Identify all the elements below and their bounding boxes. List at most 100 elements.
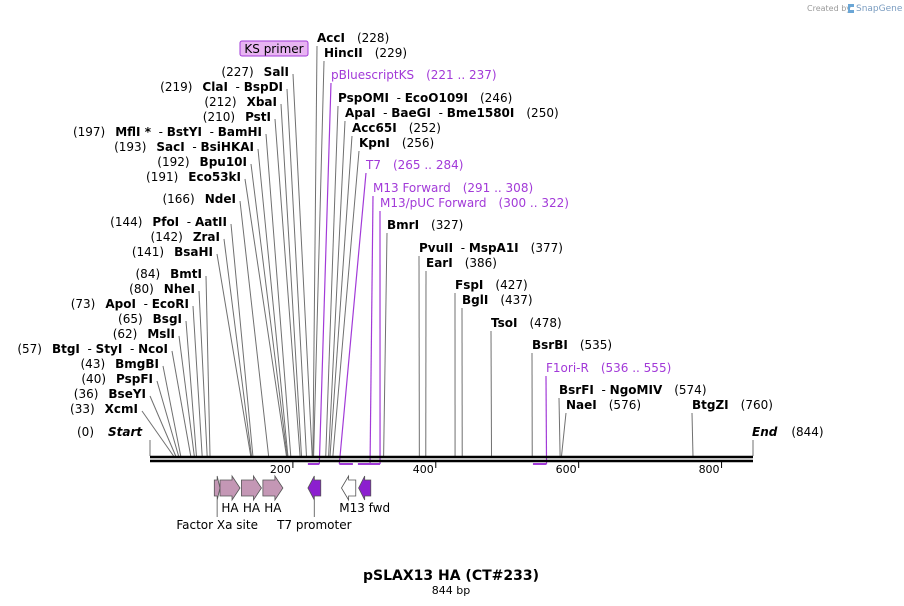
site-position: (228) [357, 31, 389, 45]
primer-label-m13-forward[interactable]: M13 Forward (291 .. 308) [373, 181, 533, 195]
site-label-sali[interactable]: (227) SalI [221, 65, 289, 79]
feature-feature-5[interactable] [341, 474, 357, 502]
site-label-bmgbi[interactable]: (43) BmgBI [81, 357, 160, 371]
label-line-t7 [338, 172, 367, 465]
label-line-apoi [192, 305, 203, 457]
site-label-pfoi[interactable]: (144) PfoI - AatII [110, 215, 227, 229]
ks-primer-box[interactable] [239, 40, 309, 57]
label-line-bsrfi [558, 397, 561, 457]
enzyme-name-apoi: ApoI [105, 297, 136, 311]
site-label-msli[interactable]: (62) MslI [113, 327, 175, 341]
primer-label-m13-puc-forward[interactable]: M13/pUC Forward (300 .. 322) [380, 196, 569, 210]
site-label-bsahi[interactable]: (141) BsaHI [132, 245, 213, 259]
site-separator: - [375, 106, 391, 120]
site-label-bsrbi[interactable]: BsrBI (535) [532, 338, 612, 352]
site-position: (73) [71, 297, 96, 311]
enzyme-name-clai: ClaI [202, 80, 227, 94]
feature-t7-promoter[interactable] [307, 475, 322, 501]
site-label-clai[interactable]: (219) ClaI - BspDI [160, 80, 283, 94]
map-title: pSLAX13 HA (CT#233) [363, 568, 539, 584]
enzyme-name-xbai: XbaI [247, 95, 277, 109]
site-position: (300 .. 322) [499, 196, 569, 210]
enzyme-name-eari: EarI [426, 256, 453, 270]
site-label-eco53ki[interactable]: (191) Eco53kI [146, 170, 241, 184]
primer-label-f1ori-r[interactable]: F1ori-R (536 .. 555) [546, 361, 671, 375]
site-label-bpu10i[interactable]: (192) Bpu10I [157, 155, 247, 169]
label-line-tsoi [490, 330, 493, 457]
primer-name: F1ori-R [546, 361, 589, 375]
feature-ha-2[interactable] [241, 474, 262, 502]
enzyme-name-bmgbi: BmgBI [115, 357, 159, 371]
site-position: (229) [375, 46, 407, 60]
site-position: (256) [402, 136, 434, 150]
site-label-bgli[interactable]: BglI (437) [462, 293, 533, 307]
feature-ha-3[interactable] [262, 474, 284, 502]
site-position: (40) [81, 372, 106, 386]
enzyme-name-msli: MslI [147, 327, 175, 341]
site-label-apoi[interactable]: (73) ApoI - EcoRI [71, 297, 189, 311]
site-label-zrai[interactable]: (142) ZraI [151, 230, 220, 244]
site-label-naei[interactable]: NaeI (576) [566, 398, 641, 412]
primer-label-pbluescriptks[interactable]: pBluescriptKS (221 .. 237) [331, 68, 497, 82]
site-label-bsgi[interactable]: (65) BsgI [118, 312, 182, 326]
site-label-acci[interactable]: AccI (228) [317, 31, 389, 45]
site-separator: - [122, 342, 138, 356]
enzyme-name-ncoi: NcoI [138, 342, 168, 356]
site-label-ndei[interactable]: (166) NdeI [162, 192, 236, 206]
site-label-saci[interactable]: (193) SacI - BsiHKAI [114, 140, 254, 154]
site-label-btgzi[interactable]: BtgZI (760) [692, 398, 773, 412]
site-position: (427) [495, 278, 527, 292]
site-position: (192) [157, 155, 189, 169]
site-position: (437) [500, 293, 532, 307]
ks-primer[interactable]: KS primer [239, 40, 309, 57]
site-label-kpni[interactable]: KpnI (256) [359, 136, 434, 150]
site-label-bseyi[interactable]: (36) BseYI [74, 387, 146, 401]
primer-label-t7[interactable]: T7 (265 .. 284) [365, 158, 463, 172]
site-separator: - [80, 342, 96, 356]
label-line-bseyi [149, 395, 177, 457]
label-line-apai [328, 120, 346, 457]
feature-ha-1[interactable] [219, 474, 241, 502]
site-label-bmti[interactable]: (84) BmtI [136, 267, 203, 281]
site-label-xbai[interactable]: (212) XbaI [204, 95, 277, 109]
label-line-bsahi [216, 253, 252, 457]
label-line-pfoi [230, 223, 254, 457]
feature-factor-xa-site[interactable] [213, 475, 221, 501]
site-position: (142) [151, 230, 183, 244]
site-label-eari[interactable]: EarI (386) [426, 256, 497, 270]
site-label-apai[interactable]: ApaI - BaeGI - Bme1580I (250) [345, 106, 559, 120]
enzyme-name-bspdi: BspDI [244, 80, 283, 94]
feature-m13-fwd[interactable] [358, 475, 372, 501]
site-label-fspi[interactable]: FspI (427) [455, 278, 528, 292]
enzyme-name-bsrbi: BsrBI [532, 338, 568, 352]
site-position: (166) [162, 192, 194, 206]
label-line-acci [312, 45, 318, 457]
enzyme-name-bme1580i: Bme1580I [447, 106, 515, 120]
site-position: (57) [17, 342, 42, 356]
site-label-nhei[interactable]: (80) NheI [129, 282, 195, 296]
site-label-bmri[interactable]: BmrI (327) [387, 218, 463, 232]
site-label-btgi[interactable]: (57) BtgI - StyI - NcoI [17, 342, 168, 356]
enzyme-name-psti: PstI [245, 110, 271, 124]
site-position: (219) [160, 80, 192, 94]
site-label-xcmi[interactable]: (33) XcmI [70, 402, 138, 416]
enzyme-name-tsoi: TsoI [491, 316, 517, 330]
site-label-pspfi[interactable]: (40) PspFI [81, 372, 153, 386]
site-position: (43) [81, 357, 106, 371]
site-label-pspomi[interactable]: PspOMI - EcoO109I (246) [338, 91, 512, 105]
site-position: (576) [609, 398, 641, 412]
label-line-hincii [313, 60, 325, 457]
site-label-mfli[interactable]: (197) MflI * - BstYI - BamHI [73, 125, 262, 139]
site-position: (265 .. 284) [393, 158, 463, 172]
primer-name: pBluescriptKS [331, 68, 414, 82]
label-line-nhei [198, 290, 208, 457]
label-line-eco53ki [244, 178, 287, 457]
enzyme-name-bpu10i: Bpu10I [200, 155, 247, 169]
site-label-tsoi[interactable]: TsoI (478) [491, 316, 562, 330]
ks-primer-label[interactable]: KS primer [244, 42, 303, 56]
site-label-psti[interactable]: (210) PstI [203, 110, 271, 124]
site-label-pvuii[interactable]: PvuII - MspA1I (377) [419, 241, 563, 255]
site-label-acc65i[interactable]: Acc65I (252) [352, 121, 441, 135]
site-label-bsrfi[interactable]: BsrFI - NgoMIV (574) [559, 383, 707, 397]
site-label-hincii[interactable]: HincII (229) [324, 46, 407, 60]
